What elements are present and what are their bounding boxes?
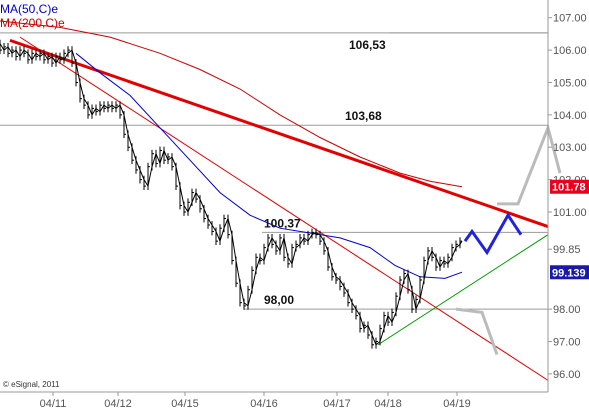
x-tick-label: 04/11 [40, 398, 67, 410]
x-tick-label: 04/12 [104, 398, 132, 410]
level-label-0: 106,53 [349, 38, 386, 52]
projection-blue [463, 212, 523, 256]
ma200-line [0, 20, 463, 188]
level-label-1: 103,68 [345, 109, 382, 123]
legend-item-1: MA(200,C)e [0, 16, 65, 30]
trendline-thick-resistance [9, 38, 549, 228]
level-labels: 106,53 103,68 100,37 98,00 [264, 38, 386, 307]
y-tick-label: 101.00 [553, 207, 587, 219]
legend-item-0: MA(50,C)e [0, 2, 58, 16]
y-tick-label: 106.00 [553, 45, 587, 57]
price-tags: 101.78 99.139 [550, 179, 589, 280]
x-tick-label: 04/15 [171, 398, 199, 410]
x-tick-label: 04/19 [443, 398, 471, 410]
y-tick-label: 97.00 [553, 337, 581, 349]
copyright-text: © eSignal, 2011 [3, 380, 60, 389]
trendline-support [377, 234, 549, 346]
y-tick-label: 104.00 [553, 110, 587, 122]
ma50-line [75, 52, 463, 279]
projections [455, 122, 562, 356]
level-label-3: 98,00 [264, 293, 294, 307]
y-tick-label: 107.00 [553, 13, 587, 25]
projection-gray-down [455, 307, 499, 356]
y-tick-label: 96.00 [553, 369, 581, 381]
moving-averages [0, 20, 463, 279]
legend: MA(50,C)eMA(200,C)e [0, 2, 65, 30]
price-line [0, 43, 463, 346]
y-tick-label: 98.00 [553, 304, 581, 316]
level-label-2: 100,37 [264, 216, 301, 230]
price-tag-bg-1 [550, 265, 589, 280]
projection-gray-up [497, 122, 562, 206]
price-tag-0: 101.78 [552, 182, 586, 194]
horizontal-levels [0, 32, 548, 310]
x-tick-label: 04/17 [323, 398, 351, 410]
price-tag-1: 99.139 [552, 267, 586, 279]
x-tick-label: 04/18 [374, 398, 402, 410]
x-tick-label: 04/16 [250, 398, 278, 410]
trendline-thin-resistance [19, 36, 549, 381]
price-tag-bg-0 [550, 179, 589, 194]
y-tick-label: 105.00 [553, 77, 587, 89]
trendlines [9, 36, 549, 381]
y-tick-label: 99.85 [553, 244, 581, 256]
price-series [0, 39, 463, 349]
x-axis: 04/11 04/12 04/15 04/16 04/17 04/18 04/19 [40, 392, 471, 410]
y-tick-label: 103.00 [553, 142, 587, 154]
